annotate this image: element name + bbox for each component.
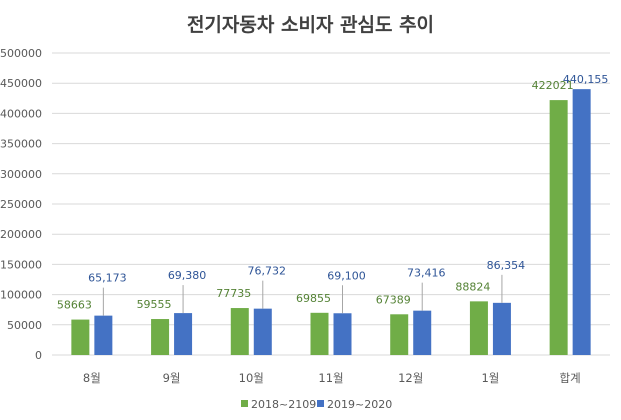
y-tick-label: 450000 [0,77,42,90]
legend-label: 2018~2109 [251,398,316,411]
data-label: 58663 [57,299,92,312]
x-tick-label: 12월 [398,371,423,385]
y-tick-label: 100000 [0,289,42,302]
y-tick-label: 150000 [0,258,42,271]
y-tick-label: 300000 [0,168,42,181]
y-tick-label: 250000 [0,198,42,211]
data-label: 86,354 [487,259,526,272]
x-tick-label: 합계 [560,371,581,385]
bar-2019-2020 [492,302,511,355]
bar-2019-2020 [572,89,591,356]
data-label: 59555 [137,298,172,311]
data-label: 422021 [532,79,574,92]
y-tick-label: 50000 [7,319,42,332]
x-tick-label: 9월 [163,371,181,385]
y-tick-label: 500000 [0,47,42,60]
legend-label: 2019~2020 [327,398,392,411]
bar-2018-2019 [469,301,488,355]
y-tick-label: 350000 [0,138,42,151]
x-tick-label: 1월 [481,371,499,385]
bar-2019-2020 [253,308,272,355]
bar-2019-2020 [94,315,113,355]
x-tick-label: 10월 [239,371,264,385]
data-label: 76,732 [248,265,287,278]
data-label: 69,100 [327,269,366,282]
data-label: 88824 [455,280,490,293]
chart-title: 전기자동차 소비자 관심도 추이 [186,14,435,36]
bar-2018-2019 [151,319,170,355]
data-label: 440,155 [563,73,609,86]
x-tick-label: 11월 [318,371,343,385]
legend-swatch [317,400,324,407]
data-label: 65,173 [88,272,127,285]
bar-2018-2019 [310,312,329,355]
bar-2019-2020 [413,310,432,355]
data-label: 69,380 [168,269,207,282]
bar-2019-2020 [333,313,352,355]
y-tick-label: 400000 [0,107,42,120]
data-label: 77735 [216,287,251,300]
legend-swatch [241,400,248,407]
data-label: 69855 [296,292,331,305]
data-label: 73,416 [407,267,446,280]
x-tick-label: 8월 [83,371,101,385]
data-label: 67389 [376,293,411,306]
bar-2018-2019 [71,319,90,355]
bar-2018-2019 [390,314,409,355]
bar-2018-2019 [230,308,249,355]
y-tick-label: 0 [35,349,42,362]
bar-2019-2020 [174,313,193,355]
bar-2018-2019 [549,100,568,355]
y-tick-label: 200000 [0,228,42,241]
